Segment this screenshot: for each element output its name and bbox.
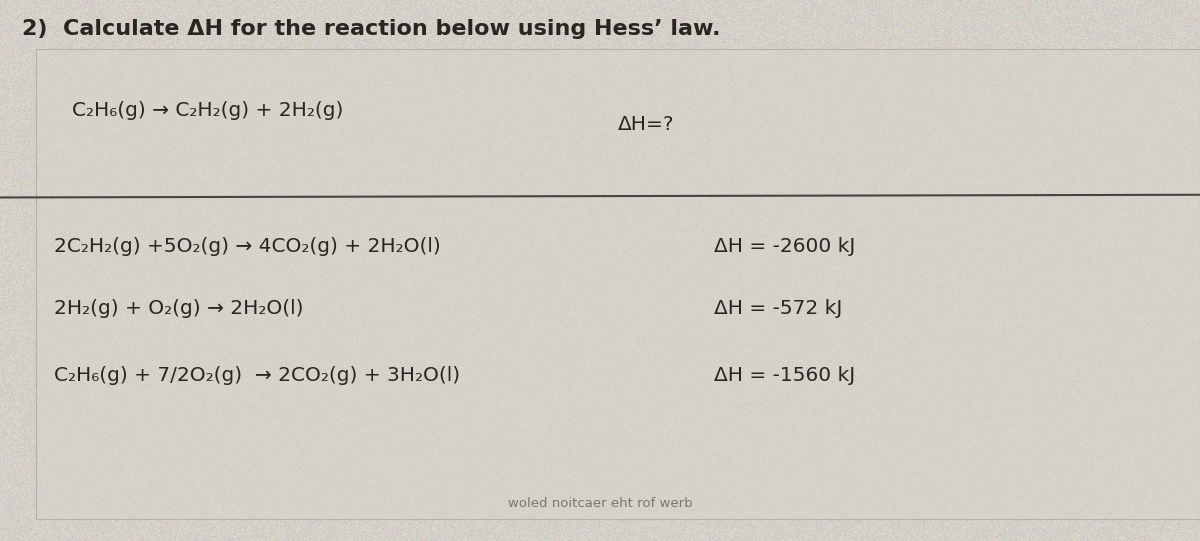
Text: ΔH = -1560 kJ: ΔH = -1560 kJ	[714, 366, 856, 386]
Text: 2C₂H₂(g) +5O₂(g) → 4CO₂(g) + 2H₂O(l): 2C₂H₂(g) +5O₂(g) → 4CO₂(g) + 2H₂O(l)	[54, 236, 440, 256]
Text: C₂H₆(g) → C₂H₂(g) + 2H₂(g): C₂H₆(g) → C₂H₂(g) + 2H₂(g)	[72, 101, 343, 121]
Text: ΔH=?: ΔH=?	[618, 115, 674, 134]
Text: 2H₂(g) + O₂(g) → 2H₂O(l): 2H₂(g) + O₂(g) → 2H₂O(l)	[54, 299, 304, 318]
Text: ΔH = -2600 kJ: ΔH = -2600 kJ	[714, 236, 856, 256]
Text: ΔH = -572 kJ: ΔH = -572 kJ	[714, 299, 842, 318]
FancyBboxPatch shape	[36, 49, 1200, 519]
Text: woled noitcaer eht rof werb: woled noitcaer eht rof werb	[508, 497, 692, 510]
Text: 2)  Calculate ΔH for the reaction below using Hess’ law.: 2) Calculate ΔH for the reaction below u…	[22, 19, 720, 39]
Text: C₂H₆(g) + 7/2O₂(g)  → 2CO₂(g) + 3H₂O(l): C₂H₆(g) + 7/2O₂(g) → 2CO₂(g) + 3H₂O(l)	[54, 366, 460, 386]
